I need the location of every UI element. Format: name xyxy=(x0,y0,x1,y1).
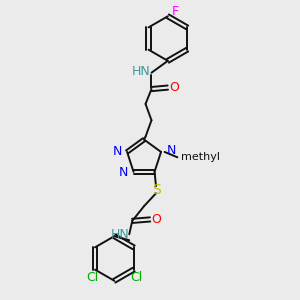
Text: methyl: methyl xyxy=(181,152,220,162)
Text: Cl: Cl xyxy=(130,272,142,284)
Text: N: N xyxy=(167,144,176,157)
Text: Cl: Cl xyxy=(86,272,99,284)
Text: F: F xyxy=(172,5,179,18)
Text: O: O xyxy=(169,81,179,94)
Text: S: S xyxy=(152,183,161,197)
Text: HN: HN xyxy=(110,228,129,241)
Text: N: N xyxy=(112,145,122,158)
Text: N: N xyxy=(118,166,128,179)
Text: O: O xyxy=(152,213,162,226)
Text: HN: HN xyxy=(132,65,151,78)
